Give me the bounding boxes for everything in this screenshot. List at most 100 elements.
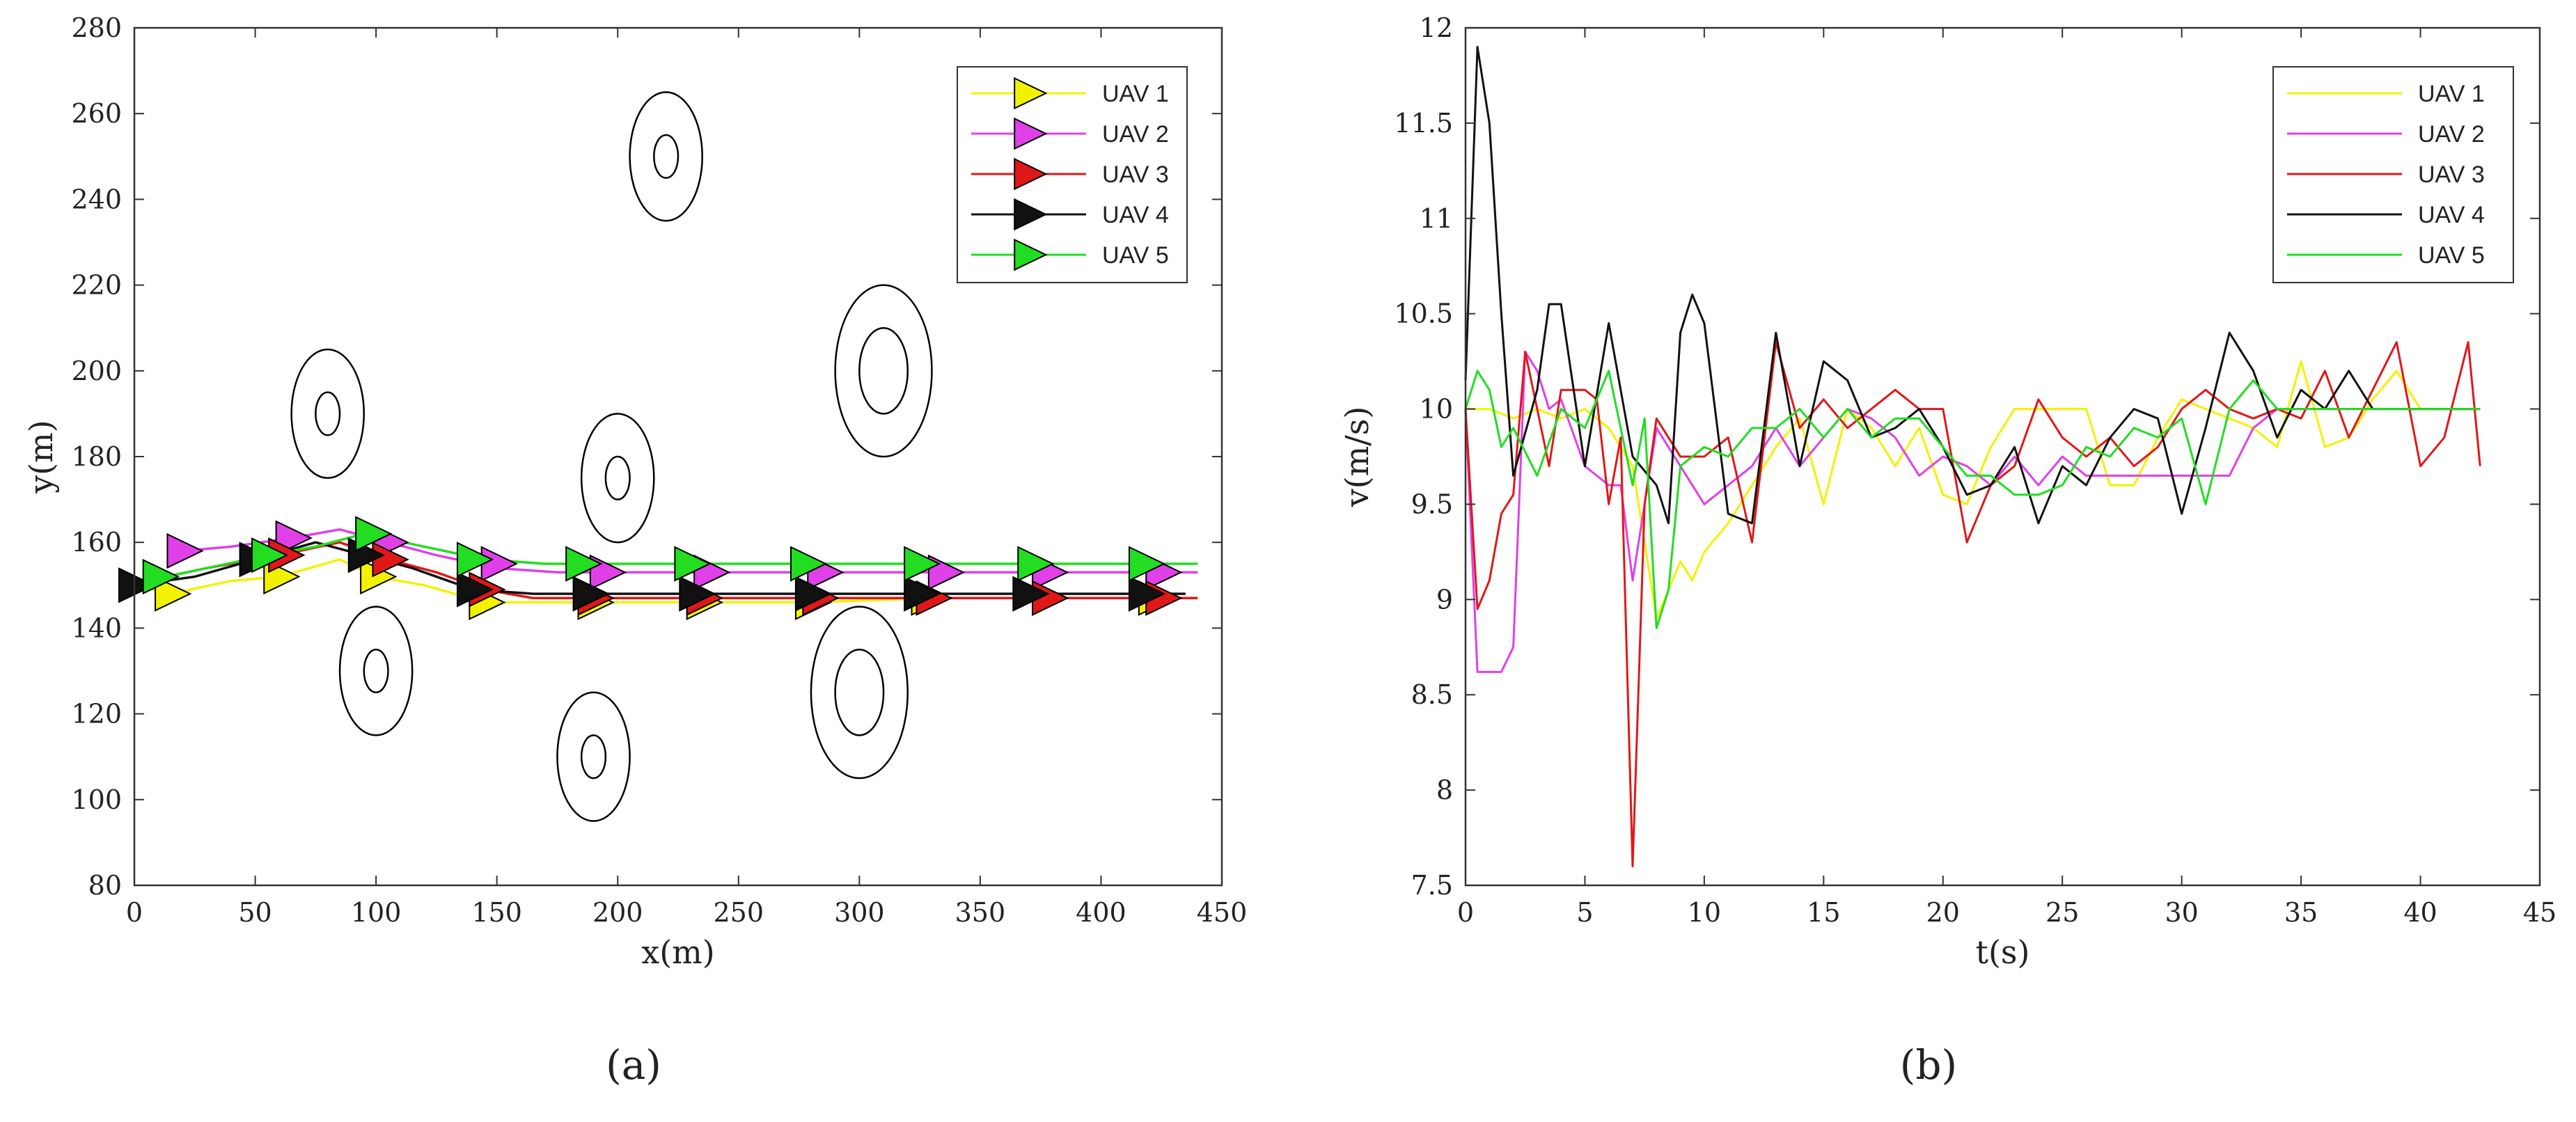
obstacle-6-ring-1: [858, 326, 909, 415]
trajectory-y-tick-label: 220: [71, 270, 122, 301]
obstacle-layer: [290, 91, 933, 822]
velocity-legend-label-uav-1: UAV 1: [2418, 81, 2485, 107]
velocity-y-tick-label: 9.5: [1411, 489, 1453, 519]
trajectory-marker-uav-4: [118, 567, 156, 603]
trajectory-x-tick-label: 100: [351, 897, 402, 928]
trajectory-marker-uav-5: [251, 537, 289, 574]
obstacle-5-ring-2: [629, 91, 703, 222]
trajectory-axes: 0 50 100 150 200 250 300 350 400 450 80 100 120 140 16…: [71, 13, 1247, 928]
velocity-x-tick-label: 20: [1926, 897, 1960, 928]
trajectory-y-tick-label: 120: [71, 699, 122, 729]
obstacle-1-ring-2: [290, 348, 366, 480]
obstacle-2-ring-1: [363, 648, 389, 694]
trajectory-x-tick-label: 300: [834, 897, 885, 928]
velocity-lines: [1464, 45, 2481, 868]
trajectory-x-tick-label: 250: [714, 897, 764, 928]
trajectory-x-tick-label: 350: [955, 897, 1006, 928]
trajectory-marker-uav-5: [904, 546, 941, 582]
trajectory-x-tick-label: 200: [592, 897, 643, 928]
trajectory-y-tick-label: 100: [71, 784, 122, 815]
velocity-series-uav-1: [1466, 360, 2481, 620]
trajectory-marker-uav-4: [904, 576, 941, 612]
obstacle-4-ring-1: [580, 734, 607, 780]
trajectory-y-axis-label: y(m): [22, 420, 60, 494]
trajectory-legend-label-uav-1: UAV 1: [1102, 81, 1169, 107]
velocity-x-tick-label: 45: [2523, 897, 2557, 928]
trajectory-y-tick-label: 240: [71, 184, 122, 214]
obstacle-4-ring-2: [556, 691, 631, 822]
velocity-legend-label-uav-4: UAV 4: [2418, 202, 2485, 228]
trajectory-marker-uav-5: [1017, 546, 1055, 582]
velocity-x-tick-label: 5: [1576, 897, 1593, 928]
trajectory-legend-label-uav-5: UAV 5: [1102, 242, 1169, 269]
obstacle-3-ring-2: [580, 413, 655, 544]
trajectory-marker-uav-2: [166, 532, 204, 569]
velocity-x-axis-label: t(s): [1976, 933, 2030, 971]
trajectory-y-tick-label: 140: [71, 613, 122, 643]
trajectory-legend: UAV 1 UAV 2 UAV 3 UAV 4 UAV 5: [957, 66, 1188, 283]
trajectory-chart: 0 50 100 150 200 250 300 350 400 450 80 100 120 140 16…: [22, 13, 1247, 971]
trajectory-y-tick-label: 160: [71, 527, 122, 558]
trajectory-marker-uav-4: [1128, 576, 1166, 612]
trajectory-x-axis-label: x(m): [641, 933, 714, 971]
trajectory-marker-uav-5: [790, 546, 828, 582]
trajectory-y-tick-label: 180: [71, 441, 122, 472]
trajectory-y-tick-label: 280: [71, 13, 122, 43]
trajectory-legend-label-uav-4: UAV 4: [1102, 202, 1169, 228]
velocity-axes: 0 5 10 15 20 25 30 35 40 45 7.5 8 8.5 9 9.5 10 10.5 11 11.…: [1394, 13, 2557, 928]
trajectory-marker-uav-4: [572, 576, 610, 612]
trajectory-marker-uav-5: [142, 558, 180, 595]
trajectory-marker-uav-5: [1128, 546, 1166, 582]
trajectory-legend-marker-uav-1: [1014, 77, 1048, 110]
trajectory-marker-uav-5: [565, 546, 603, 582]
velocity-x-tick-label: 25: [2045, 897, 2079, 928]
velocity-x-tick-label: 35: [2284, 897, 2318, 928]
velocity-y-tick-label: 8.5: [1411, 679, 1453, 710]
caption-b: (b): [1900, 1041, 1957, 1089]
trajectory-marker-uav-5: [674, 546, 712, 582]
trajectory-legend-marker-uav-4: [1014, 198, 1048, 231]
trajectory-legend-marker-uav-5: [1014, 238, 1048, 271]
obstacle-6-ring-2: [834, 284, 933, 458]
caption-a: (a): [606, 1041, 661, 1089]
velocity-legend-label-uav-5: UAV 5: [2418, 242, 2485, 269]
obstacle-7-ring-2: [810, 606, 909, 780]
trajectory-markers: [118, 516, 1183, 621]
obstacle-2-ring-2: [338, 606, 414, 736]
trajectory-marker-uav-4: [679, 576, 716, 612]
velocity-x-tick-label: 40: [2403, 897, 2437, 928]
velocity-legend-label-uav-3: UAV 3: [2418, 161, 2485, 188]
obstacle-5-ring-1: [653, 134, 680, 179]
trajectory-legend-marker-uav-3: [1014, 157, 1048, 191]
trajectory-marker-uav-4: [456, 571, 494, 608]
trajectory-y-tick-label: 80: [88, 870, 122, 901]
trajectory-legend-label-uav-3: UAV 3: [1102, 161, 1169, 188]
velocity-series-uav-3: [1464, 341, 2481, 868]
trajectory-marker-uav-1: [155, 576, 192, 612]
velocity-y-tick-label: 8: [1436, 775, 1453, 805]
trajectory-marker-uav-4: [1012, 576, 1050, 612]
trajectory-marker-uav-4: [794, 576, 833, 612]
obstacle-7-ring-1: [834, 648, 885, 736]
obstacle-1-ring-1: [315, 391, 341, 436]
trajectory-legend-label-uav-2: UAV 2: [1102, 121, 1169, 148]
trajectory-x-tick-label: 400: [1076, 897, 1126, 928]
velocity-y-tick-label: 12: [1420, 13, 1453, 43]
velocity-x-tick-label: 30: [2165, 897, 2198, 928]
velocity-x-tick-label: 10: [1688, 897, 1721, 928]
velocity-plot-frame: [1464, 26, 2541, 887]
velocity-series-uav-5: [1464, 370, 2481, 629]
trajectory-marker-uav-5: [456, 542, 494, 578]
velocity-legend-label-uav-2: UAV 2: [2418, 121, 2485, 148]
trajectory-x-tick-label: 0: [126, 897, 143, 928]
velocity-series-uav-4: [1464, 45, 2481, 525]
velocity-y-tick-label: 11.5: [1394, 108, 1453, 139]
obstacle-3-ring-1: [604, 455, 631, 500]
velocity-x-tick-label: 0: [1457, 897, 1474, 928]
trajectory-x-tick-label: 450: [1197, 897, 1248, 928]
velocity-y-axis-label: v(m/s): [1338, 406, 1376, 508]
velocity-y-tick-label: 10: [1420, 394, 1453, 425]
velocity-y-tick-label: 7.5: [1411, 870, 1453, 901]
